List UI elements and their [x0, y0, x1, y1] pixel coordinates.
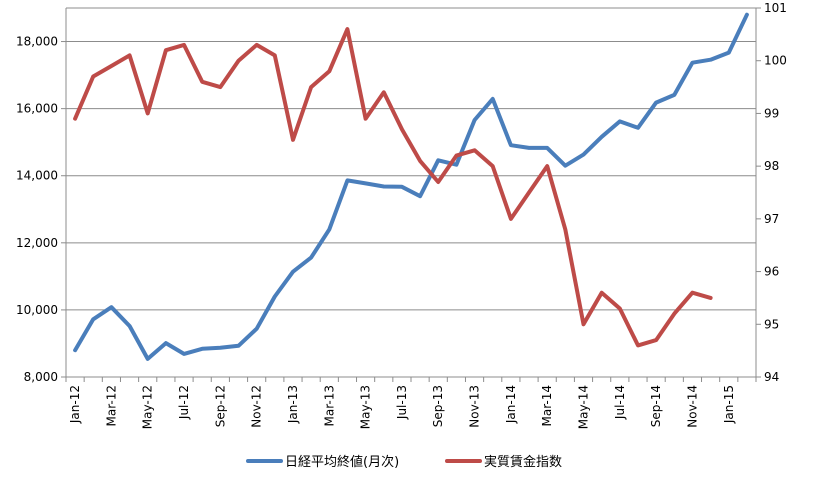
left-tick-label: 8,000: [24, 370, 58, 384]
x-tick-label: Jan-13: [286, 385, 300, 424]
x-tick-label: Sep-13: [431, 385, 445, 427]
x-tick-label: Jul-14: [613, 385, 627, 420]
legend-label-1: 日経平均終値(月次): [285, 454, 399, 470]
gridlines: [66, 7, 756, 378]
x-tick-label: Mar-12: [104, 385, 118, 426]
right-axis-ticks: 94 95 96 97 98 99 100 101: [764, 1, 787, 384]
x-tick-label: Mar-14: [540, 385, 554, 426]
x-tick-label: May-13: [359, 385, 373, 429]
right-tick-label: 99: [764, 106, 779, 120]
x-tick-label: Sep-12: [213, 385, 227, 427]
x-tick-label: Jan-15: [722, 385, 736, 424]
series-lines: [73, 12, 749, 361]
right-tick-label: 95: [764, 317, 779, 331]
x-tick-label: Nov-14: [685, 385, 699, 428]
x-tick-label: Jul-13: [395, 385, 409, 420]
x-axis-ticks: Jan-12 Mar-12 May-12 Jul-12 Sep-12 Nov-12 Jan-…: [68, 385, 736, 429]
left-tick-label: 16,000: [16, 102, 58, 116]
legend: 日経平均終値(月次) 実質賃金指数: [246, 454, 562, 470]
left-tick-label: 12,000: [16, 236, 58, 250]
left-tick-label: 18,000: [16, 35, 58, 49]
legend-label-2: 実質賃金指数: [484, 454, 562, 470]
series-line-1: [73, 12, 749, 361]
x-tick-label: Sep-14: [649, 385, 663, 427]
right-tick-label: 98: [764, 159, 779, 173]
x-tick-label: Jan-14: [504, 385, 518, 424]
x-tick-label: Nov-12: [250, 385, 264, 428]
right-tick-label: 101: [764, 1, 787, 15]
axes: [61, 7, 761, 382]
x-tick-label: Nov-13: [468, 385, 482, 428]
right-tick-label: 97: [764, 212, 779, 226]
right-tick-label: 96: [764, 265, 779, 279]
right-tick-label: 94: [764, 370, 779, 384]
right-tick-label: 100: [764, 54, 787, 68]
x-tick-label: May-14: [577, 385, 591, 429]
x-tick-label: Jul-12: [177, 385, 191, 420]
x-tick-label: Jan-12: [68, 385, 82, 424]
x-tick-label: May-12: [141, 385, 155, 429]
series-line-2: [73, 27, 713, 348]
left-tick-label: 10,000: [16, 303, 58, 317]
left-axis-ticks: 8,000 10,000 12,000 14,000 16,000 18,000: [16, 35, 58, 384]
x-tick-label: Mar-13: [322, 385, 336, 426]
left-tick-label: 14,000: [16, 169, 58, 183]
